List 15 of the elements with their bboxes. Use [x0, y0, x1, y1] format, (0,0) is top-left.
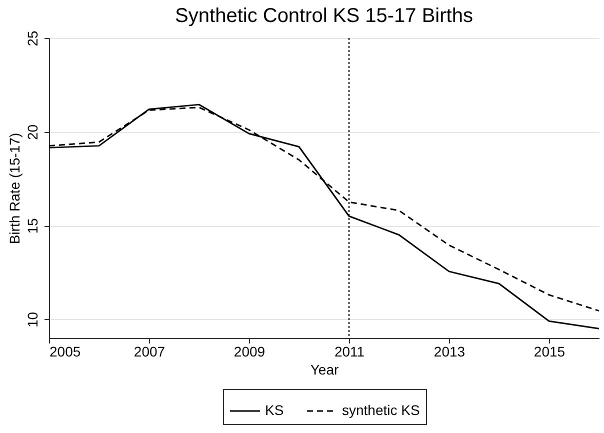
x-axis-title: Year	[310, 362, 339, 378]
x-tick-label: 2009	[234, 344, 266, 360]
y-tick-label: 20	[24, 124, 40, 140]
x-tick-label: 2007	[134, 344, 166, 360]
legend-label: synthetic KS	[342, 402, 420, 418]
y-tick-label: 15	[24, 218, 40, 234]
x-tick-label: 2005	[50, 344, 81, 360]
y-axis-title: Birth Rate (15-17)	[6, 132, 22, 244]
y-tick-label: 25	[24, 30, 40, 46]
legend-label: KS	[265, 402, 284, 418]
chart-title: Synthetic Control KS 15-17 Births	[175, 5, 473, 28]
y-tick-label: 10	[24, 312, 40, 328]
x-tick-label: 2013	[434, 344, 466, 360]
x-tick-label: 2015	[534, 344, 566, 360]
x-tick-label: 2011	[334, 344, 365, 360]
